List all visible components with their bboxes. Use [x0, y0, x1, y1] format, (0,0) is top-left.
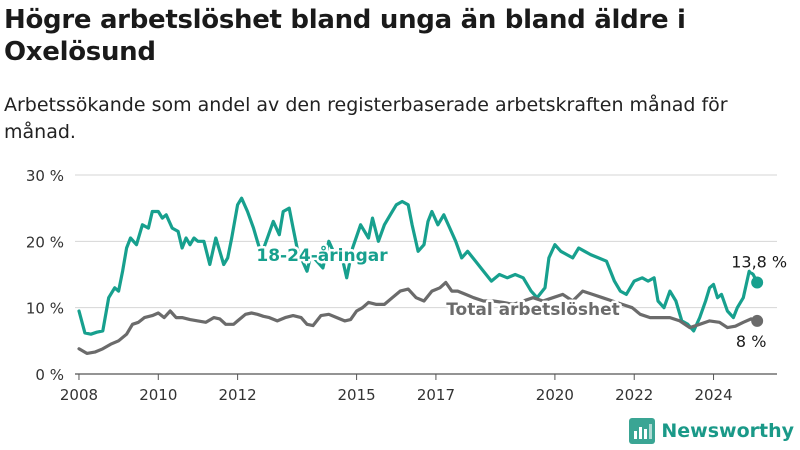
y-tick-label: 10 %: [26, 300, 64, 318]
end-label-youth: 13,8 %: [731, 252, 787, 271]
y-tick-label: 0 %: [35, 366, 64, 384]
series-line-youth: [77, 196, 759, 336]
series-line-total: [77, 280, 759, 355]
end-label-total: 8 %: [736, 332, 766, 351]
end-marker-youth: [751, 276, 764, 289]
x-tick-label: 2010: [139, 386, 177, 404]
series-layer: [77, 196, 764, 355]
end-marker-total: [751, 314, 764, 327]
y-tick-label: 30 %: [26, 167, 64, 185]
chart-title: Högre arbetslöshet bland unga än bland ä…: [4, 5, 686, 67]
series-label-youth: 18-24-åringar: [256, 244, 388, 266]
x-tick-label: 2024: [694, 386, 732, 404]
x-tick-label: 2015: [337, 386, 375, 404]
x-tick-label: 2020: [536, 386, 574, 404]
x-tick-label: 2012: [219, 386, 257, 404]
newsworthy-logo-icon: [629, 418, 656, 444]
y-tick-label: 20 %: [26, 233, 64, 251]
x-tick-label: 2022: [615, 386, 653, 404]
chart-subtitle: Arbetssökande som andel av den registerb…: [4, 94, 728, 143]
series-label-total: Total arbetslöshet: [446, 300, 620, 320]
brand-name: Newsworthy: [661, 420, 794, 442]
label-layer: 18-24-åringar Total arbetslöshet 13,8 % 8 %: [254, 242, 790, 354]
x-tick-label: 2008: [60, 386, 98, 404]
brand: Newsworthy: [629, 418, 794, 444]
line-chart: 0 % 10 % 20 % 30 % 2008 2010 2012 2015 2017 2020 2…: [26, 167, 790, 404]
x-tick-label: 2017: [417, 386, 455, 404]
